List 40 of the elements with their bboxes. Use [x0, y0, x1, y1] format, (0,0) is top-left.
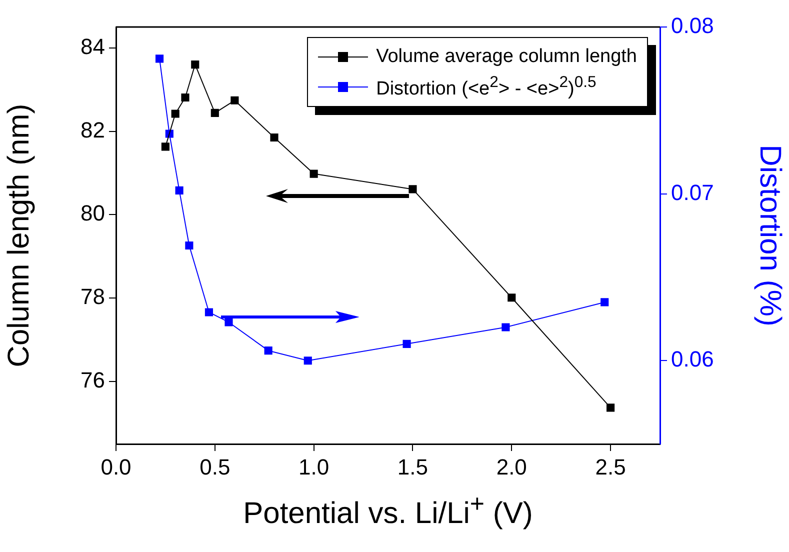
x-tick-label: 0.0	[100, 454, 132, 480]
point	[161, 142, 170, 151]
point	[408, 185, 417, 194]
point	[402, 340, 411, 348]
point	[175, 186, 184, 194]
y2-tick-label: 0.08	[671, 13, 714, 38]
point	[204, 308, 214, 316]
x-tick-label: 2.5	[595, 454, 626, 480]
x-tick-label: 1.5	[397, 454, 428, 480]
point	[171, 110, 180, 118]
y2-axis-title: Distortion (%)	[754, 144, 787, 326]
point	[210, 108, 219, 117]
point	[502, 323, 510, 332]
point	[606, 404, 615, 412]
y-tick-label: 80	[80, 200, 105, 226]
x-tick-label: 2.0	[496, 454, 527, 480]
y-tick-label: 84	[80, 34, 105, 59]
point	[191, 60, 200, 69]
point	[270, 133, 278, 142]
x-tick-label: 1.0	[298, 454, 330, 480]
y-tick-label: 78	[80, 284, 105, 310]
y-axis-title: Column length (nm)	[2, 104, 36, 368]
x-axis-title: Potential vs. Li/Li$^{+}$ (V)	[242, 490, 534, 531]
point	[310, 170, 318, 178]
point	[155, 54, 164, 63]
point	[508, 294, 516, 302]
y-tick-label: 82	[80, 117, 105, 142]
point	[304, 356, 312, 365]
y2-tick-label: 0.06	[671, 346, 714, 372]
y-tick-label: 76	[80, 368, 105, 393]
y2-tick-label: 0.07	[671, 180, 714, 205]
point	[600, 298, 609, 306]
point	[181, 93, 190, 102]
x-tick-label: 0.5	[200, 454, 230, 480]
legend-label: Distortion (<e$^{2}$> - <e>$^{2}$)$^{0.5}$	[376, 74, 596, 100]
point	[224, 318, 233, 326]
point	[264, 346, 272, 355]
point	[185, 241, 194, 250]
point	[230, 96, 239, 104]
legend-label: Volume average column length	[376, 46, 637, 68]
